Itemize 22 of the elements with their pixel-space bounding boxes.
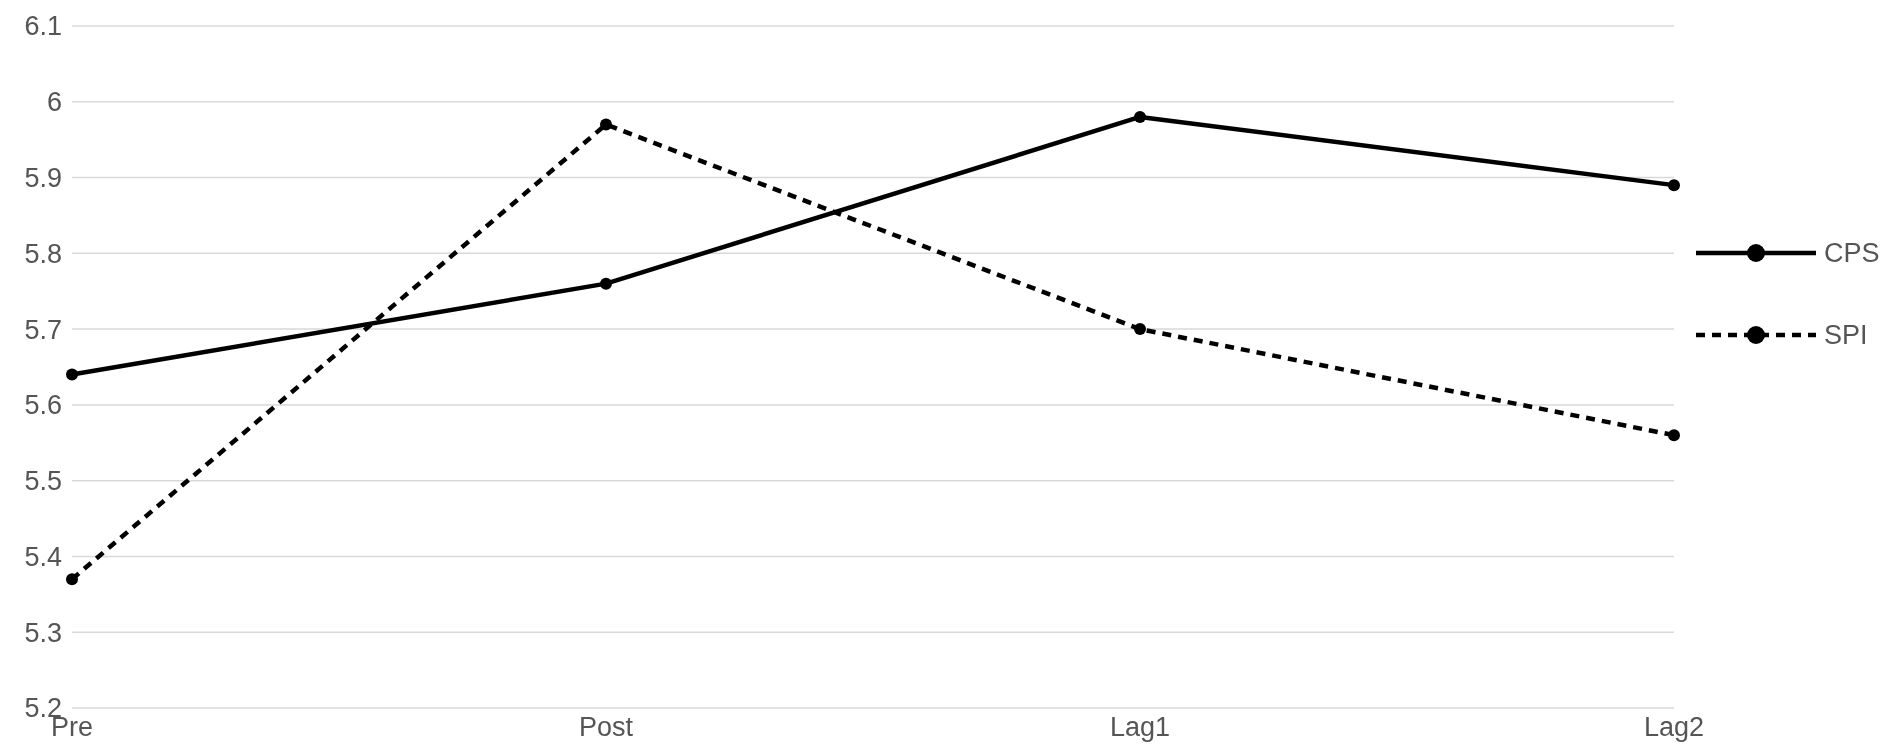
point [66, 368, 78, 381]
x-tick-label: Lag1 [1109, 712, 1171, 742]
y-tick-label: 5.3 [24, 617, 62, 648]
y-tick-label: 5.8 [24, 238, 62, 269]
legend-label: SPI [1824, 320, 1868, 351]
point [1134, 323, 1146, 336]
point [1668, 429, 1680, 442]
point [66, 573, 78, 586]
y-tick-label: 5.5 [24, 466, 62, 497]
x-tick-label: Post [578, 712, 634, 742]
y-tick-label: 5.6 [24, 390, 62, 421]
y-tick-label: 5.9 [24, 163, 62, 194]
y-tick-label: 5.7 [24, 314, 62, 345]
y-tick-label: 5.4 [24, 541, 62, 572]
point [1668, 179, 1680, 192]
point [600, 277, 612, 290]
point [600, 118, 612, 131]
y-tick-label: 6.1 [24, 11, 62, 42]
point [1134, 110, 1146, 123]
legend-label: CPS [1824, 238, 1880, 269]
x-tick-label: Lag2 [1643, 712, 1705, 742]
y-tick-label: 6 [46, 87, 62, 118]
